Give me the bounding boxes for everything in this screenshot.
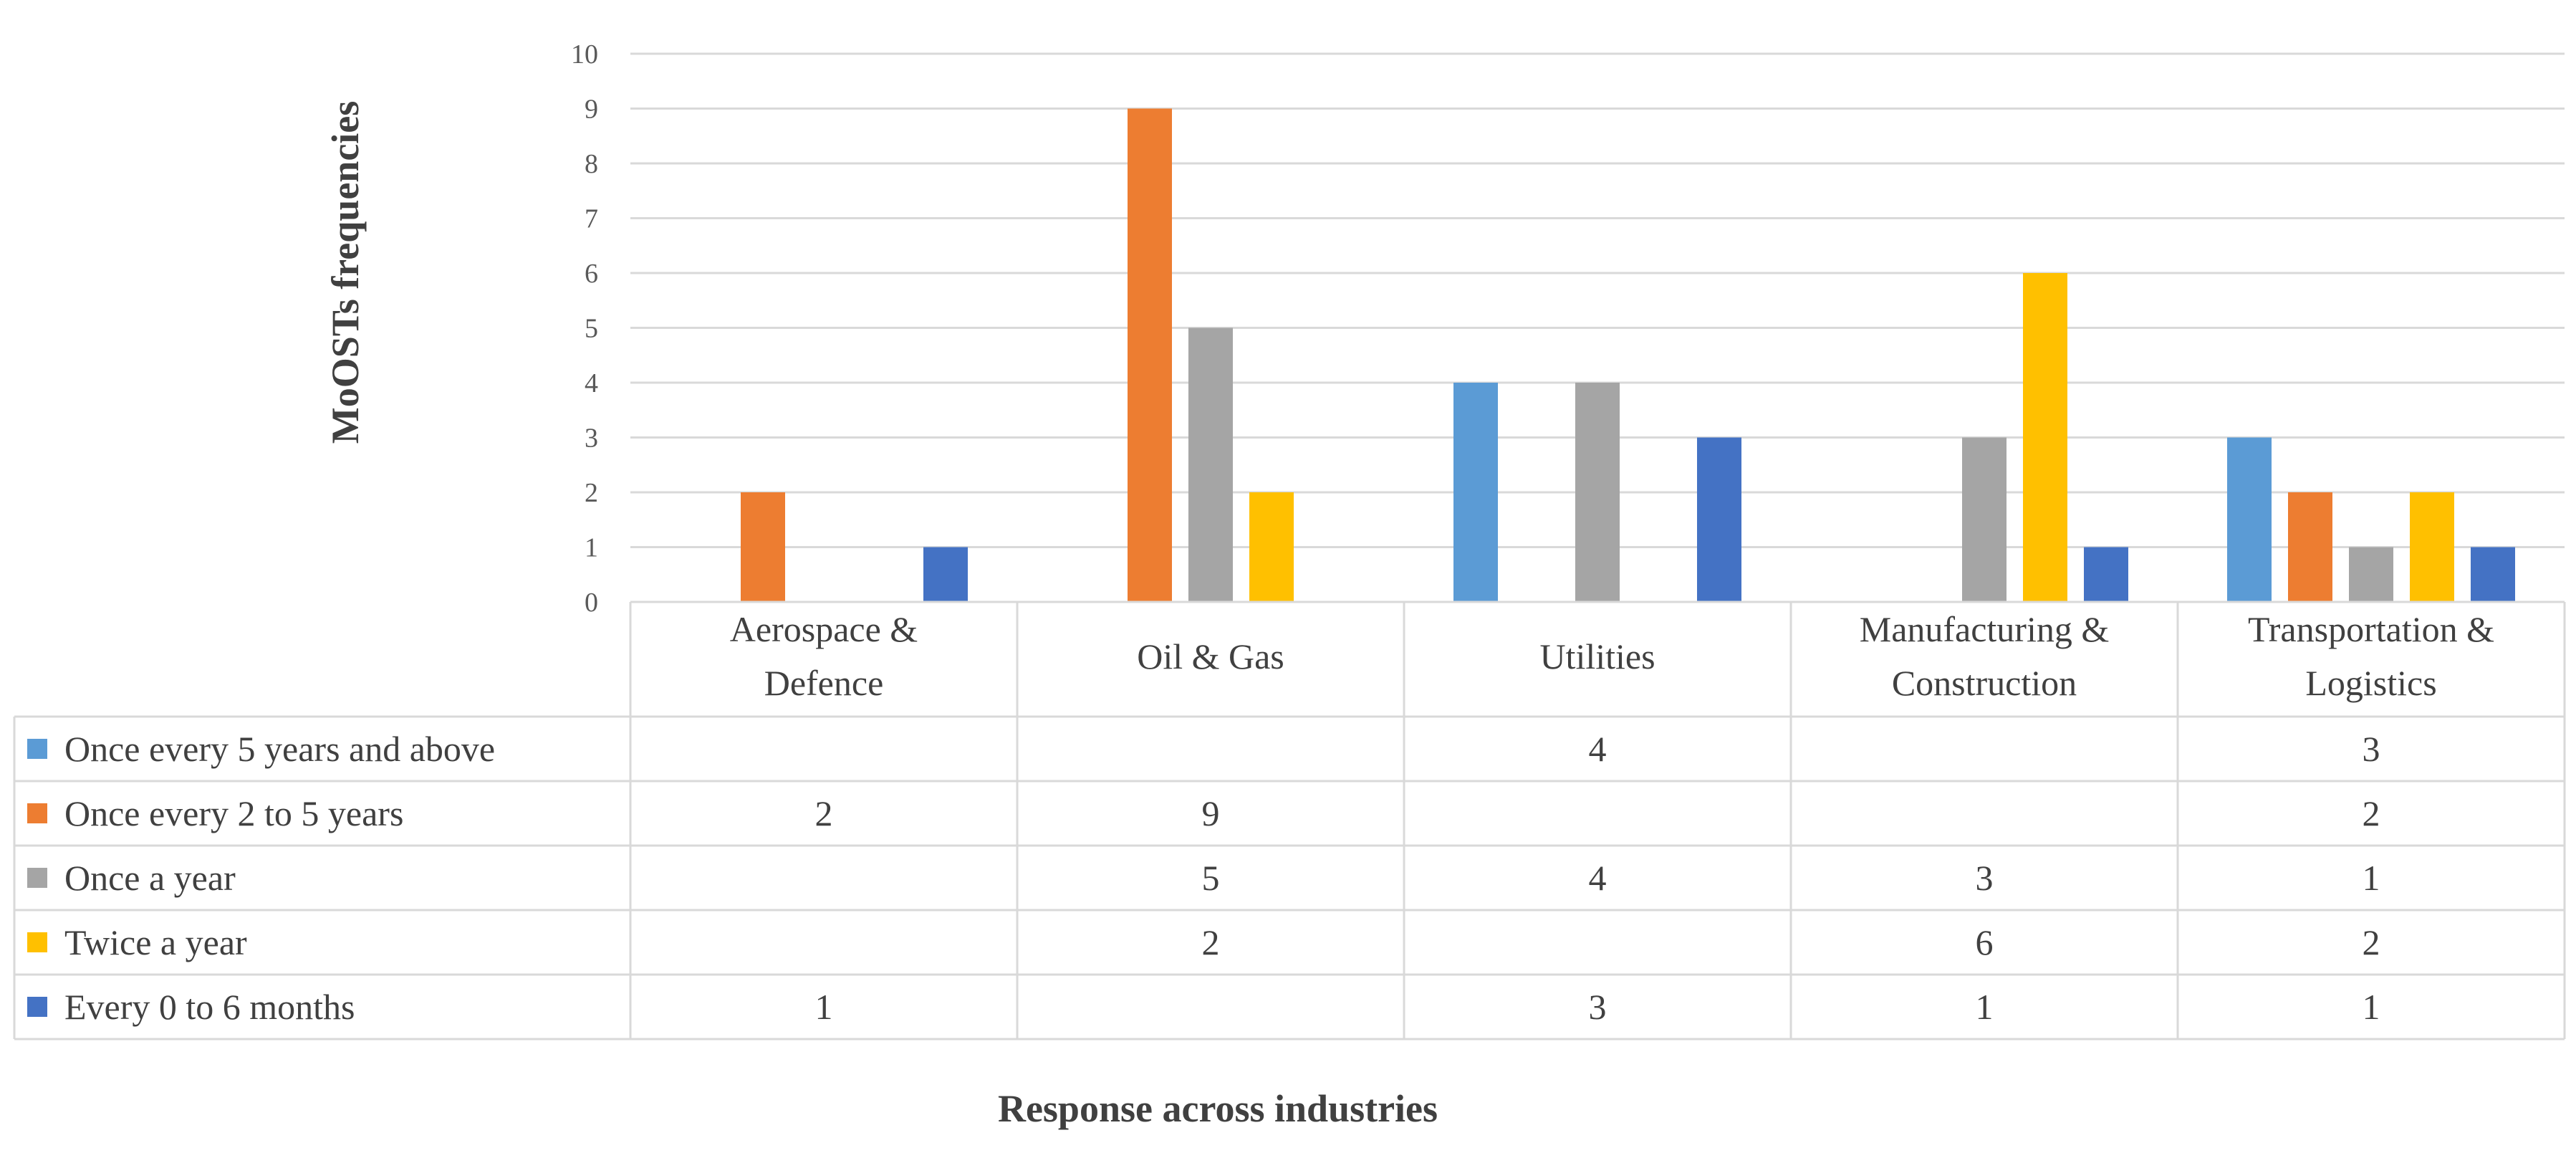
y-tick-label: 5	[585, 314, 598, 344]
data-table-value: 3	[1589, 987, 1607, 1027]
bar	[2349, 547, 2393, 602]
data-table-value: 1	[2363, 987, 2380, 1027]
y-tick-label: 10	[571, 39, 598, 70]
x-tick-label: Aerospace &	[730, 609, 918, 649]
bar	[1188, 327, 1233, 602]
bar	[1453, 383, 1498, 602]
legend-label: Once a year	[64, 858, 236, 898]
legend-key	[27, 997, 47, 1017]
data-table-value: 5	[1202, 858, 1220, 898]
y-tick-label: 9	[585, 95, 598, 125]
legend-key	[27, 932, 47, 952]
bar	[741, 492, 785, 602]
x-tick-label: Logistics	[2305, 663, 2436, 703]
bar	[2410, 492, 2454, 602]
legend-key	[27, 868, 47, 888]
y-tick-label: 8	[585, 149, 598, 179]
bar	[1575, 383, 1620, 602]
y-tick-label: 4	[585, 368, 598, 398]
data-table-value: 3	[1976, 858, 1994, 898]
bar	[2227, 437, 2272, 602]
legend-label: Twice a year	[64, 922, 247, 962]
x-tick-label: Utilities	[1539, 636, 1655, 676]
data-table-value: 2	[2363, 793, 2380, 833]
y-tick-label: 6	[585, 259, 598, 289]
bar	[1962, 437, 2007, 602]
bar	[2084, 547, 2128, 602]
y-tick-label: 2	[585, 478, 598, 508]
data-table-value: 6	[1976, 922, 1994, 962]
data-table-value: 2	[815, 793, 833, 833]
y-tick-label: 0	[585, 588, 598, 618]
y-axis-title: MoOSTs frequencies	[324, 101, 367, 444]
bar	[2288, 492, 2332, 602]
data-table-value: 1	[815, 987, 833, 1027]
data-table: Aerospace & Defence Oil & Gas Utilities Manu…	[13, 602, 2566, 1040]
data-table-value: 4	[1589, 858, 1607, 898]
x-tick-label: Manufacturing &	[1860, 609, 2110, 649]
x-tick-label: Construction	[1892, 663, 2077, 703]
legend-key	[27, 739, 47, 759]
legend-key	[27, 803, 47, 823]
x-tick-label: Oil & Gas	[1137, 636, 1284, 676]
y-tick-label: 7	[585, 204, 598, 234]
x-tick-label: Transportation &	[2248, 609, 2494, 649]
data-table-value: 4	[1589, 729, 1607, 769]
axes: 0 1 2 3 4 5 6 7 8 9 10	[571, 39, 2565, 618]
x-axis-title: Response across industries	[998, 1087, 1438, 1130]
bar	[2023, 273, 2067, 602]
bar	[2471, 547, 2515, 602]
data-table-value: 2	[1202, 922, 1220, 962]
legend-label: Once every 5 years and above	[64, 729, 495, 769]
gridlines	[630, 52, 2565, 548]
bar	[1697, 437, 1741, 602]
data-table-value: 1	[1976, 987, 1994, 1027]
y-tick-label: 1	[585, 533, 598, 563]
data-table-value: 9	[1202, 793, 1220, 833]
bars	[741, 108, 2515, 602]
legend-label: Once every 2 to 5 years	[64, 793, 403, 833]
legend-label: Every 0 to 6 months	[64, 987, 355, 1027]
bar	[1128, 108, 1172, 602]
data-table-value: 1	[2363, 858, 2380, 898]
data-table-value: 3	[2363, 729, 2380, 769]
data-table-value: 2	[2363, 922, 2380, 962]
y-tick-label: 3	[585, 424, 598, 454]
x-tick-label: Defence	[764, 663, 884, 703]
bar	[923, 547, 968, 602]
bar	[1249, 492, 1294, 602]
